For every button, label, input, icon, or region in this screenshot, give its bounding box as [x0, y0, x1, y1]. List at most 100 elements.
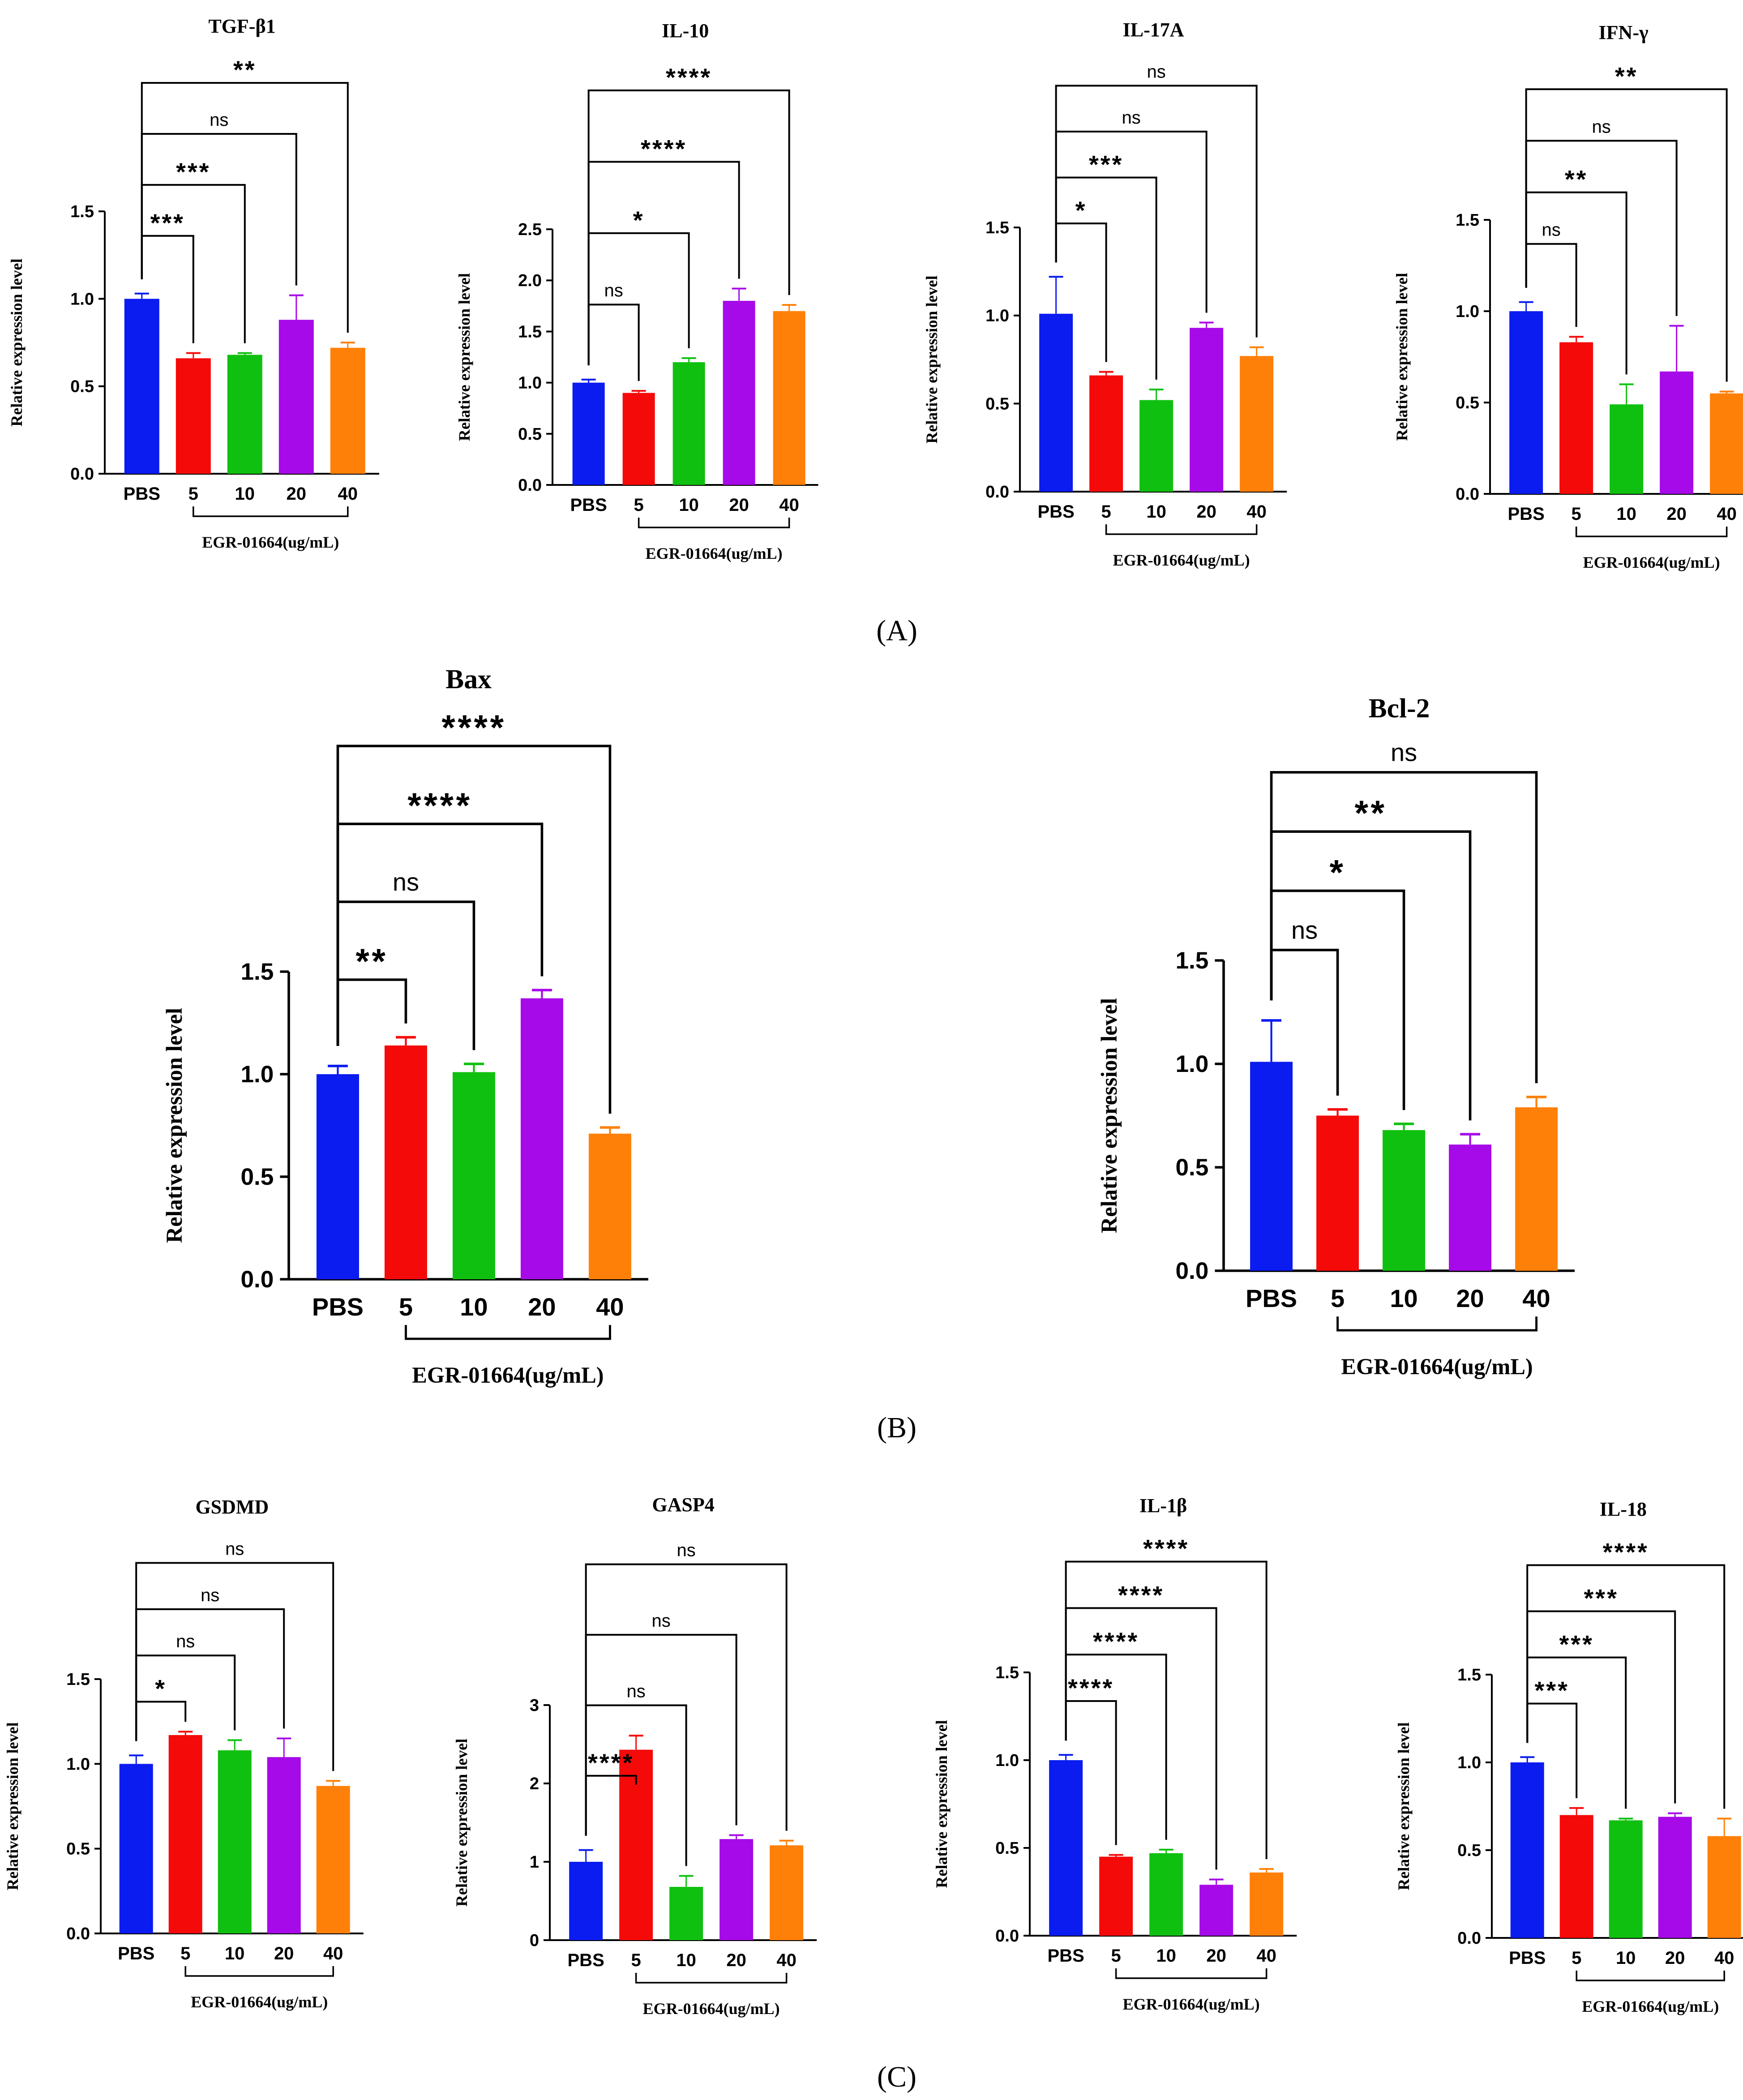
x-tick-label: 20: [729, 495, 749, 515]
chart-title: IFN-γ: [1599, 21, 1649, 43]
y-tick-label: 2.0: [518, 271, 542, 290]
significance-bracket: [135, 1562, 334, 1771]
x-tick-label: 20: [1456, 1284, 1484, 1312]
y-tick-label: 1.5: [1457, 1666, 1481, 1684]
significance-label: ns: [1122, 108, 1141, 128]
y-axis-label: Relative expression level: [453, 1739, 471, 1907]
y-axis-label: Relative expression level: [1096, 998, 1122, 1233]
x-tick-label: PBS: [1246, 1284, 1297, 1312]
chart-title: IL-10: [662, 20, 709, 42]
bar-40: [773, 311, 805, 485]
x-tick-label: 5: [180, 1944, 190, 1963]
x-tick-label: 10: [1156, 1946, 1176, 1966]
group-bracket: [1576, 1971, 1725, 1981]
chart-gsdmd: 0.0 0.5 1.0 1.5 Relative expression level PBS…: [4, 1496, 364, 2011]
x-tick-label: 10: [460, 1293, 488, 1321]
bar-40: [330, 347, 365, 474]
x-tick-label: 5: [1101, 502, 1111, 522]
significance-bracket: [336, 745, 612, 1114]
x-tick-label: 40: [1717, 504, 1737, 524]
y-tick-label: 1.5: [70, 202, 94, 221]
bar-5: [168, 1735, 202, 1933]
significance-label: **: [355, 942, 388, 981]
charts-layer: 0.0 0.5 1.0 1.5 Relative expression level PBS…: [4, 15, 1743, 2018]
x-tick-label: PBS: [1038, 502, 1075, 522]
group-bracket: [1336, 1316, 1538, 1332]
x-tick-label: 5: [188, 484, 198, 504]
significance-label: ns: [604, 281, 623, 300]
y-tick-label: 1.5: [1175, 947, 1208, 974]
x-tick-label: 10: [235, 484, 255, 504]
x-axis-label: EGR-01664(ug/mL): [191, 1993, 328, 2011]
bar-20: [267, 1757, 301, 1933]
chart-ifng: 0.0 0.5 1.0 1.5 Relative expression level PBS…: [1393, 21, 1743, 571]
x-tick-label: 40: [1256, 1946, 1276, 1966]
significance-label: ****: [588, 1749, 634, 1777]
x-tick-label: 20: [1666, 504, 1687, 524]
bar-PBS: [119, 1764, 153, 1933]
y-tick-label: 1.5: [240, 959, 274, 985]
x-tick-label: 20: [528, 1293, 556, 1321]
chart-il10: 0.0 0.5 1.0 1.5 2.0 2.5 Relative expression le…: [455, 20, 818, 562]
x-tick-label: 20: [726, 1950, 746, 1970]
significance-label: ns: [652, 1611, 671, 1631]
significance-label: ****: [1603, 1538, 1649, 1566]
bar-40: [1707, 1836, 1741, 1938]
bar-40: [770, 1845, 804, 1940]
significance-label: ****: [407, 786, 472, 825]
x-tick-label: 40: [596, 1293, 624, 1321]
y-tick-label: 1.0: [985, 307, 1009, 326]
x-tick-label: PBS: [570, 495, 607, 515]
x-tick-label: 5: [1572, 1948, 1581, 1968]
x-axis-label: EGR-01664(ug/mL): [1583, 553, 1720, 571]
x-tick-label: 5: [634, 495, 644, 515]
significance-label: ****: [641, 134, 687, 163]
significance-label: **: [233, 56, 257, 84]
group-bracket: [184, 1966, 334, 1977]
chart-title: Bax: [445, 664, 492, 694]
x-tick-label: 10: [1616, 504, 1636, 524]
x-axis-label: EGR-01664(ug/mL): [1341, 1354, 1533, 1379]
significance-label: ***: [1089, 150, 1123, 178]
significance-label: ***: [1559, 1630, 1594, 1659]
chart-title: IL-1β: [1139, 1495, 1187, 1517]
bar-20: [1449, 1144, 1492, 1271]
x-tick-label: 10: [225, 1944, 245, 1963]
significance-label: ns: [1147, 62, 1166, 81]
x-tick-label: 5: [1572, 504, 1581, 524]
significance-label: *: [1075, 196, 1087, 224]
bar-20: [1190, 328, 1224, 492]
y-axis-label: Relative expression level: [8, 258, 26, 426]
significance-bracket: [1526, 1564, 1726, 1809]
y-tick-label: 2: [530, 1774, 539, 1793]
chart-title: TGF-β1: [208, 15, 275, 37]
x-tick-label: 20: [274, 1944, 294, 1963]
y-tick-label: 0.0: [1175, 1258, 1208, 1284]
significance-label: ns: [225, 1539, 244, 1559]
bar-10: [1383, 1130, 1426, 1271]
x-tick-label: 20: [1196, 502, 1216, 522]
bar-10: [218, 1750, 252, 1933]
y-tick-label: 0.5: [985, 394, 1009, 413]
y-tick-label: 0.5: [1456, 394, 1479, 412]
x-tick-label: 5: [399, 1293, 413, 1321]
group-bracket: [1575, 527, 1728, 537]
significance-label: **: [1615, 62, 1638, 90]
significance-bracket: [587, 89, 790, 365]
y-tick-label: 1.5: [518, 322, 542, 341]
y-tick-label: 1.5: [66, 1670, 90, 1689]
bar-10: [1139, 400, 1173, 492]
significance-bracket: [141, 82, 349, 333]
y-tick-label: 2.5: [518, 220, 542, 239]
significance-label: **: [1354, 793, 1387, 833]
bar-PBS: [1039, 313, 1073, 492]
bar-40: [1250, 1872, 1284, 1936]
x-tick-label: PBS: [118, 1944, 154, 1963]
chart-title: IL-18: [1600, 1498, 1647, 1520]
chart-il17a: 0.0 0.5 1.0 1.5 Relative expression level PBS…: [923, 19, 1287, 569]
x-axis-label: EGR-01664(ug/mL): [646, 544, 783, 562]
chart-title: GSDMD: [195, 1496, 269, 1518]
y-tick-label: 0.5: [995, 1839, 1019, 1858]
x-tick-label: PBS: [1508, 504, 1545, 524]
bar-PBS: [569, 1862, 603, 1940]
